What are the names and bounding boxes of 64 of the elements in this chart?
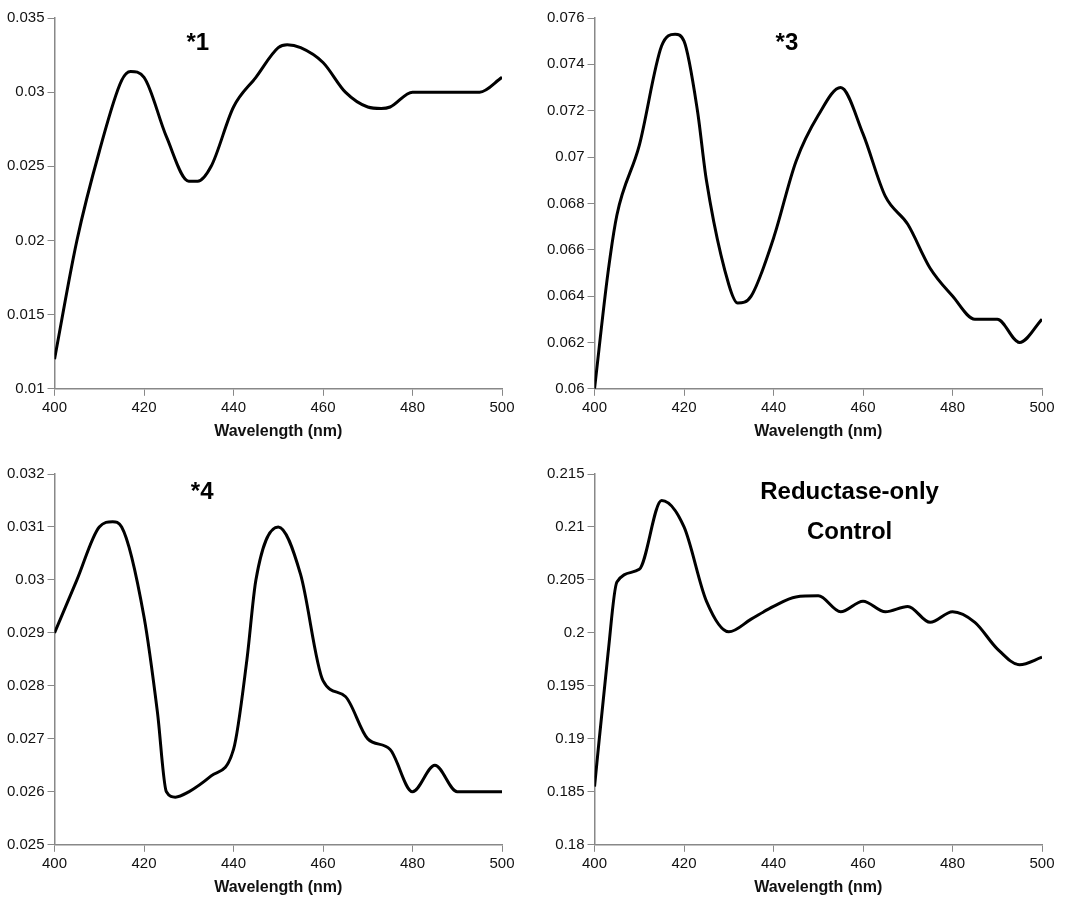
y-tick-label: 0.074 [546,54,585,72]
y-tick-label: 0.031 [6,517,45,535]
chart-title: *1 [186,28,210,56]
y-tick-label: 0.076 [546,8,585,26]
x-tick-label: 420 [131,853,157,871]
y-tick-label: 0.07 [555,147,585,165]
chart-title: *3 [775,28,799,56]
x-tick-label: 400 [582,397,608,415]
x-tick-label: 400 [42,397,68,415]
line-series [54,520,502,799]
y-tick-label: 0.027 [6,729,45,746]
y-tick-label: 0.026 [6,781,45,799]
y-tick-label: 0.195 [546,676,585,694]
x-tick-label: 440 [761,853,787,871]
y-tick-label: 0.015 [6,304,45,322]
y-tick-label: 0.064 [546,286,585,304]
y-tick-label: 0.025 [6,834,45,852]
text: Reductase-only Control [760,476,940,544]
y-tick-label: 0.032 [6,464,45,482]
y-tick-label: 0.03 [15,570,45,588]
y-tick-label: 0.21 [555,517,585,535]
y-tick-label: 0.028 [6,676,45,694]
y-tick-label: 0.19 [555,729,585,746]
x-tick-label: 460 [310,853,336,871]
y-tick-label: 0.025 [6,156,45,174]
x-tick-label: 500 [489,397,515,415]
y-tick-label: 0.029 [6,623,45,641]
x-tick-label: 460 [850,397,876,415]
y-tick-label: 0.072 [546,100,585,118]
y-tick-label: 0.205 [546,570,585,588]
y-tick-label: 0.062 [546,332,585,350]
y-tick-label: 0.035 [6,8,45,26]
x-tick-label: 420 [671,853,697,871]
x-tick-label: 500 [1029,397,1055,415]
x-axis-title: Wavelength (nm) [214,421,343,439]
y-tick-label: 0.068 [546,193,585,211]
x-tick-label: 500 [489,853,515,871]
y-tick-label: 0.03 [15,82,45,100]
x-tick-label: 460 [850,853,876,871]
x-axis-title: Wavelength (nm) [754,877,883,895]
x-axis-title: Wavelength (nm) [214,877,343,895]
y-tick-label: 0.18 [555,834,585,852]
x-tick-label: 440 [761,397,787,415]
y-tick-label: 0.01 [15,378,45,396]
chart-title: *4 [190,476,215,504]
y-tick-label: 0.215 [546,464,585,482]
y-tick-label: 0.06 [555,378,585,396]
x-tick-label: 480 [399,853,426,871]
x-tick-label: 420 [671,397,697,415]
x-tick-label: 460 [310,397,336,415]
x-tick-label: 480 [939,397,966,415]
x-tick-label: 480 [399,397,426,415]
y-tick-label: 0.2 [563,623,585,641]
x-tick-label: 500 [1029,853,1055,871]
x-tick-label: 400 [582,853,608,871]
x-tick-label: 480 [939,853,966,871]
y-tick-label: 0.02 [15,230,45,248]
x-tick-label: 440 [221,853,247,871]
x-axis-title: Wavelength (nm) [754,421,883,439]
x-tick-label: 420 [131,397,157,415]
x-tick-label: 400 [42,853,68,871]
x-tick-label: 440 [221,397,247,415]
y-tick-label: 0.066 [546,239,585,257]
y-tick-label: 0.185 [546,781,585,799]
